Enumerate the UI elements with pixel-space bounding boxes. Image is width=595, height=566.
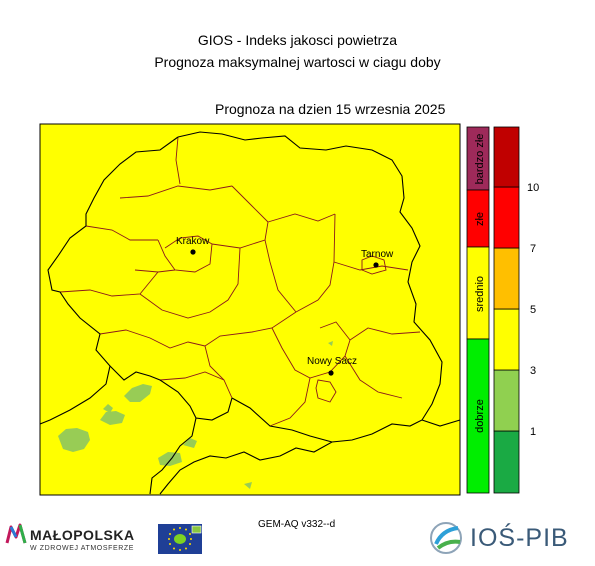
colorbar: 1 3 5 7 10 — [493, 126, 539, 494]
colorbar-seg-1 — [493, 430, 520, 494]
city-marker — [373, 262, 379, 268]
forecast-date: Prognoza na dzien 15 wrzesnia 2025 — [215, 101, 446, 117]
malopolska-border — [159, 131, 443, 495]
map-title: GIOS - Indeks jakosci powietrza — [197, 32, 398, 48]
city-label: Tarnow — [361, 249, 394, 260]
colorbar-tick-1: 1 — [530, 426, 536, 438]
colorbar-seg-6 — [493, 126, 520, 188]
colorbar-tick-10: 10 — [527, 182, 539, 194]
category-legend: bardzo złe złe srednio dobrze — [466, 126, 490, 494]
colorbar-seg-2 — [493, 369, 520, 432]
map-area — [39, 123, 461, 496]
colorbar-seg-4 — [493, 247, 520, 310]
colorbar-seg-3 — [493, 308, 520, 371]
eu-life-logo-icon — [158, 524, 202, 554]
city-label: Nowy Sacz — [307, 356, 357, 367]
legend-label-bardzo-zle: bardzo złe — [474, 134, 486, 185]
city-label: Krakow — [176, 236, 210, 247]
patch-7 — [244, 482, 252, 489]
patch-1 — [58, 428, 90, 452]
county-borders — [59, 136, 421, 427]
map-subtitle: Prognoza maksymalnej wartosci w ciagu do… — [154, 54, 441, 70]
colorbar-tick-3: 3 — [530, 365, 536, 377]
colorbar-seg-5 — [493, 186, 520, 249]
patch-2 — [100, 411, 125, 425]
malopolska-logo-subtitle: W ZDROWEJ ATMOSFERZE — [30, 545, 135, 552]
model-label: GEM-AQ v332--d — [258, 519, 336, 530]
good-air-patches — [58, 341, 333, 489]
legend-label-zle: złe — [474, 212, 486, 226]
city-marker — [190, 249, 196, 255]
patch-8 — [328, 341, 333, 346]
city-nowy-sacz: Nowy Sacz — [307, 356, 357, 376]
province-borders — [39, 131, 461, 495]
legend-label-dobrze: dobrze — [474, 399, 486, 433]
ios-pib-logo-icon — [430, 522, 462, 554]
malopolska-logo-text: MAŁOPOLSKA — [30, 527, 135, 543]
patch-4 — [103, 404, 113, 413]
city-tarnow: Tarnow — [361, 249, 394, 268]
legend-label-srednio: srednio — [474, 276, 486, 312]
colorbar-tick-7: 7 — [530, 243, 536, 255]
patch-6 — [183, 438, 197, 448]
legend-dobrze — [466, 338, 490, 494]
colorbar-tick-5: 5 — [530, 304, 536, 316]
ios-pib-logo-text: IOŚ-PIB — [470, 524, 569, 552]
patch-5 — [158, 452, 182, 466]
city-krakow: Krakow — [176, 236, 210, 255]
malopolska-logo-icon — [5, 523, 27, 544]
patch-3 — [124, 384, 152, 402]
city-marker — [328, 370, 334, 376]
